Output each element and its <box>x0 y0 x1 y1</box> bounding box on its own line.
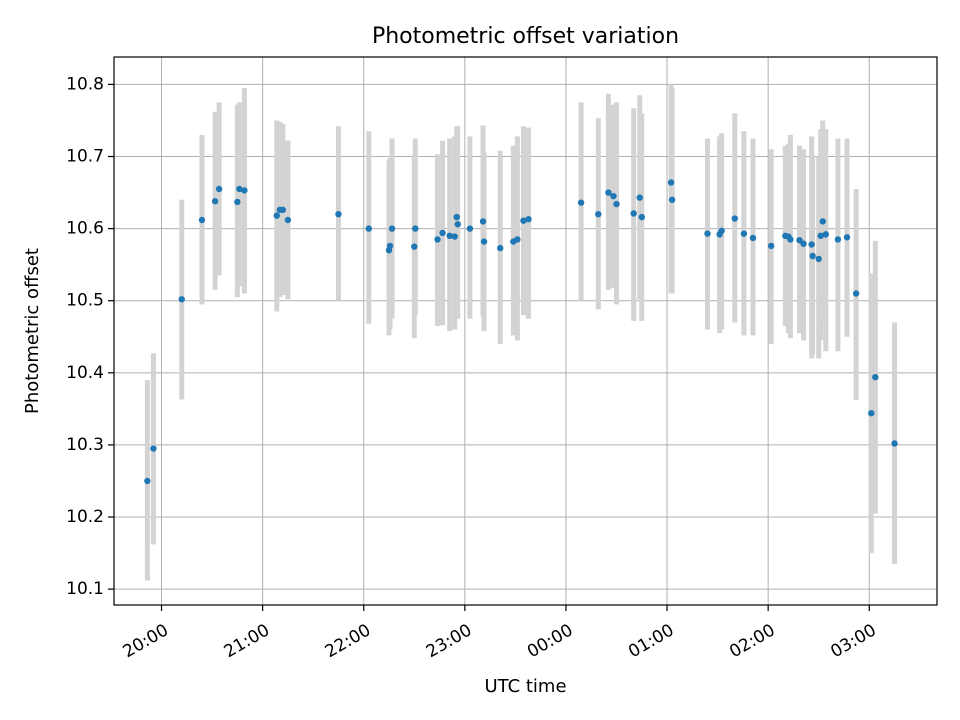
data-point <box>667 179 675 186</box>
data-point <box>525 216 532 223</box>
data-point <box>215 185 223 193</box>
y-axis-ticks: 10.1 10.2 10.3 10.4 10.5 10.6 10.7 10.8 <box>66 74 114 599</box>
chart-title: Photometric offset variation <box>372 24 679 49</box>
data-point <box>466 225 474 232</box>
data-point <box>809 252 816 260</box>
data-point <box>234 198 241 206</box>
data-point <box>852 290 860 297</box>
data-point <box>605 189 612 196</box>
y-tick-label: 10.8 <box>66 74 104 94</box>
data-point <box>817 232 824 240</box>
data-point <box>891 440 898 447</box>
data-point <box>668 196 676 203</box>
data-point <box>610 192 617 200</box>
data-point <box>767 242 775 250</box>
data-point <box>451 233 458 240</box>
data-point <box>480 238 488 245</box>
data-point <box>613 200 620 208</box>
data-point <box>446 232 453 240</box>
data-point <box>638 213 645 221</box>
y-tick-label: 10.4 <box>66 363 104 383</box>
data-point <box>787 236 794 243</box>
y-axis-label: Photometric offset <box>22 248 43 414</box>
data-point <box>819 218 826 225</box>
data-point <box>749 234 757 242</box>
data-point <box>178 296 185 303</box>
data-point <box>198 216 206 224</box>
data-point <box>439 229 446 237</box>
plot-frame <box>113 56 938 606</box>
data-point <box>718 227 725 234</box>
data-point <box>834 236 842 243</box>
data-point <box>236 185 243 193</box>
data-point <box>273 212 280 219</box>
data-point <box>454 221 461 228</box>
y-tick-label: 10.7 <box>66 147 104 167</box>
data-point <box>514 236 521 243</box>
data-point <box>868 410 875 417</box>
y-tick-label: 10.1 <box>66 579 104 599</box>
data-point <box>144 477 151 485</box>
data-point <box>386 242 394 250</box>
data-point <box>740 230 748 237</box>
data-point <box>731 215 738 222</box>
data-point <box>335 210 342 218</box>
data-point <box>453 213 460 221</box>
data-point <box>577 199 585 206</box>
data-point <box>497 244 504 252</box>
x-axis-label: UTC time <box>484 676 566 697</box>
data-point <box>872 373 879 381</box>
data-point <box>822 231 829 238</box>
data-point <box>843 234 851 241</box>
data-point <box>636 194 643 201</box>
data-point <box>211 198 219 205</box>
data-point <box>411 243 418 250</box>
data-point <box>279 206 287 214</box>
y-tick-label: 10.6 <box>66 219 104 239</box>
data-point <box>284 216 292 224</box>
data-point <box>479 218 487 225</box>
data-point <box>241 187 248 194</box>
y-tick-label: 10.5 <box>66 291 104 311</box>
data-points <box>144 179 898 485</box>
data-point <box>365 225 372 232</box>
data-point <box>808 241 815 248</box>
y-tick-label: 10.3 <box>66 435 104 455</box>
data-point <box>815 255 822 263</box>
y-tick-label: 10.2 <box>66 507 104 527</box>
data-point <box>704 230 711 237</box>
data-point <box>388 225 396 232</box>
data-point <box>150 445 157 452</box>
data-point <box>630 210 637 217</box>
data-point <box>800 240 807 247</box>
data-point <box>595 210 602 218</box>
data-point <box>434 236 441 243</box>
data-point <box>520 217 527 224</box>
data-point <box>412 225 419 232</box>
